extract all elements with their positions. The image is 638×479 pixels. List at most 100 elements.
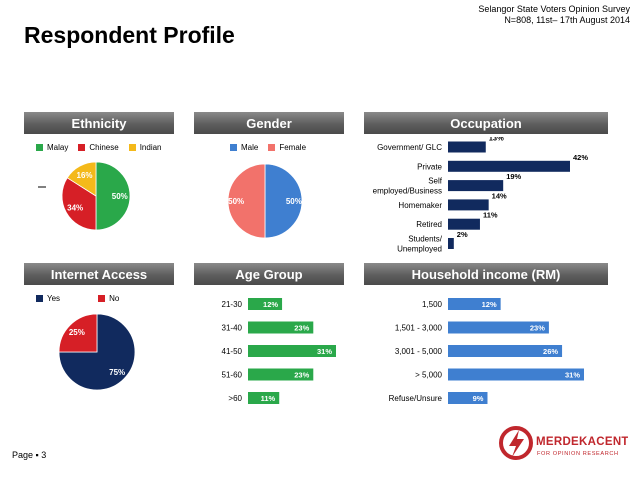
occupation-header: Occupation [364, 112, 608, 134]
legend-label: No [109, 294, 120, 303]
internet-pie-chart: 75% 25% [58, 313, 136, 391]
gender-legend: Male Female [230, 143, 316, 152]
category-label: 41-50 [222, 347, 243, 356]
ethnicity-header: Ethnicity [24, 112, 174, 134]
bar-value-label: 19% [506, 172, 521, 181]
bar-0 [448, 298, 501, 310]
survey-name: Selangor State Voters Opinion Survey [478, 4, 630, 14]
pie-data-label: 25% [69, 328, 85, 337]
age-header: Age Group [194, 263, 344, 285]
income-header: Household income (RM) [364, 263, 608, 285]
page-title: Respondent Profile [24, 22, 235, 48]
legend-item-no: No [98, 294, 119, 303]
bar-value-label: 9% [473, 394, 484, 403]
bar-value-label: 14% [492, 191, 507, 200]
legend-item-indian: Indian [128, 143, 162, 152]
category-label: 31-40 [222, 324, 243, 333]
income-bar-chart: 1,500 12% 1,501 - 3,000 23% 3,001 - 5,000 26%… [389, 298, 584, 404]
pie-slice-male [264, 163, 303, 239]
bar-value-label: 42% [573, 153, 588, 162]
category-label: Students/ [408, 235, 443, 244]
bar-5 [448, 238, 454, 249]
survey-sample: N=808, 11st– 17th August 2014 [504, 15, 630, 25]
category-label: 51-60 [222, 371, 243, 380]
legend-label: Female [279, 143, 307, 152]
legend-label: Male [241, 143, 259, 152]
pie-slice-yes [58, 313, 136, 391]
category-label: Self [428, 177, 443, 186]
ethnicity-pie-chart: 50% 34% 16% [38, 161, 131, 231]
bar-value-label: 12% [263, 300, 278, 309]
bar-value-label: 11% [261, 394, 276, 403]
logo-name: MERDEKACENTER [536, 436, 628, 448]
gender-header: Gender [194, 112, 344, 134]
ethnicity-legend: Malay Chinese Indian [36, 143, 172, 152]
bar-value-label: 12% [482, 300, 497, 309]
survey-info: Selangor State Voters Opinion Survey N=8… [478, 4, 630, 26]
category-label: Homemaker [398, 201, 442, 210]
bar-4 [448, 218, 480, 230]
category-label: 3,001 - 5,000 [395, 347, 443, 356]
pie-slice-female [227, 163, 266, 239]
legend-label: Yes [47, 294, 61, 303]
lightning-icon [509, 430, 524, 457]
legend-label: Malay [47, 143, 69, 152]
pie-data-label: 50% [112, 192, 128, 201]
occupation-bar-chart: Government/ GLC 13% Private 42% Selfemployed… [373, 137, 589, 254]
bar-value-label: 23% [294, 371, 309, 380]
pie-slice-malay [95, 161, 131, 231]
bar-2 [448, 345, 563, 357]
pie-data-label: 50% [228, 197, 244, 206]
category-label: employed/Business [373, 187, 442, 196]
bar-3 [248, 368, 314, 381]
category-label: 21-30 [222, 300, 243, 309]
category-label: > 5,000 [415, 371, 442, 380]
legend-label: Chinese [89, 143, 119, 152]
pie-data-label: 75% [109, 368, 125, 377]
category-label: Private [417, 162, 442, 171]
pie-slice-indian [66, 161, 97, 197]
bar-2 [248, 345, 336, 357]
bar-1 [448, 160, 570, 172]
bar-3 [448, 199, 489, 211]
bar-4 [248, 392, 280, 404]
bar-0 [248, 298, 283, 310]
logo-ring-icon [499, 426, 533, 460]
category-label: Retired [416, 220, 442, 229]
page-number: Page ▪ 3 [12, 450, 47, 460]
bar-value-label: 2% [457, 230, 468, 239]
bar-1 [448, 321, 549, 334]
category-label: Refuse/Unsure [389, 394, 443, 403]
legend-label: Indian [139, 143, 162, 152]
bar-value-label: 31% [317, 347, 332, 356]
category-label: Unemployed [397, 245, 442, 254]
bar-value-label: 31% [565, 371, 580, 380]
bar-2 [448, 180, 504, 192]
bar-1 [248, 321, 314, 334]
logo-tagline: FOR OPINION RESEARCH [537, 451, 619, 457]
bar-value-label: 23% [294, 324, 309, 333]
bar-4 [448, 392, 488, 404]
internet-header: Internet Access [24, 263, 174, 285]
pie-slice-no [58, 313, 98, 353]
category-label: >60 [228, 394, 242, 403]
bar-0 [448, 141, 486, 153]
legend-item-malay: Malay [36, 143, 68, 152]
bar-value-label: 23% [530, 324, 545, 333]
age-bar-chart: 21-30 12% 31-40 23% 41-50 31% 51-60 23% >60 11% [222, 298, 336, 404]
merdeka-center-logo: MERDEKACENTER FOR OPINION RESEARCH [499, 426, 628, 460]
category-label: 1,500 [422, 300, 443, 309]
pie-data-label: 16% [77, 171, 93, 180]
bar-value-label: 11% [483, 211, 498, 220]
legend-item-male: Male [230, 143, 258, 152]
bar-3 [448, 368, 584, 381]
legend-item-chinese: Chinese [78, 143, 119, 152]
category-label: Government/ GLC [377, 143, 442, 152]
legend-item-female: Female [268, 143, 306, 152]
pie-data-label: 50% [286, 197, 302, 206]
gender-pie-chart: 50% 50% [227, 163, 303, 239]
bar-value-label: 26% [543, 347, 558, 356]
pie-data-label: 34% [67, 203, 83, 212]
bar-value-label: 13% [489, 137, 504, 143]
category-label: 1,501 - 3,000 [395, 324, 443, 333]
